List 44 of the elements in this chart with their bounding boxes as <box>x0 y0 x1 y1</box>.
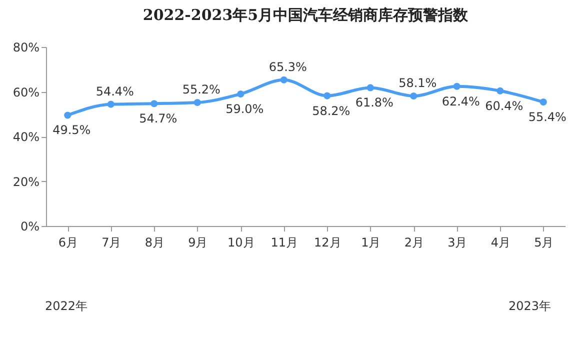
text: 55.4% <box>528 110 566 124</box>
x-tick-label: 3月 <box>448 236 468 250</box>
point <box>150 100 158 108</box>
x-tick-label: 12月 <box>314 236 342 250</box>
point <box>237 90 244 98</box>
point <box>107 100 114 108</box>
x-tick-label: 4月 <box>490 236 510 250</box>
x-tick-label: 11月 <box>270 236 298 250</box>
point <box>324 92 331 100</box>
x-tick-label: 9月 <box>188 236 208 250</box>
point <box>410 92 418 100</box>
text: 54.7% <box>139 112 178 126</box>
text: 62.4% <box>442 94 480 108</box>
text: 2023年 <box>508 298 551 315</box>
y-tick-label: 60% <box>12 85 40 100</box>
text: 60.4% <box>485 98 524 113</box>
x-tick-label: 1月 <box>361 236 381 250</box>
y-tick-label: 20% <box>12 174 40 189</box>
point <box>366 84 374 92</box>
y-tick-label: 0% <box>20 220 40 234</box>
point <box>280 76 288 84</box>
text: 58.1% <box>398 76 437 90</box>
x-tick-label: 10月 <box>227 236 255 250</box>
point <box>540 98 547 106</box>
x-tick-label: 2月 <box>404 236 424 250</box>
text: 58.2% <box>312 104 350 118</box>
text: 61.8% <box>355 96 394 110</box>
point <box>64 112 72 119</box>
text: 59.0% <box>226 102 264 116</box>
x-tick-label: 8月 <box>144 236 164 250</box>
point <box>194 98 201 106</box>
text: 2022年 <box>45 298 88 315</box>
x-tick-label: 6月 <box>58 236 78 250</box>
x-tick-label: 5月 <box>534 236 554 250</box>
chart-title: 2022-2023年5月中国汽车经销商库存预警指数 <box>142 6 470 24</box>
text: 65.3% <box>268 60 307 74</box>
y-tick-label: 40% <box>12 130 40 144</box>
y-tick-label: 80% <box>12 40 40 54</box>
point <box>453 82 460 90</box>
text: 54.4% <box>96 84 134 98</box>
x-tick-label: 7月 <box>102 236 122 250</box>
text: 49.5% <box>52 123 91 138</box>
point <box>496 87 504 94</box>
text: 55.2% <box>182 82 220 96</box>
